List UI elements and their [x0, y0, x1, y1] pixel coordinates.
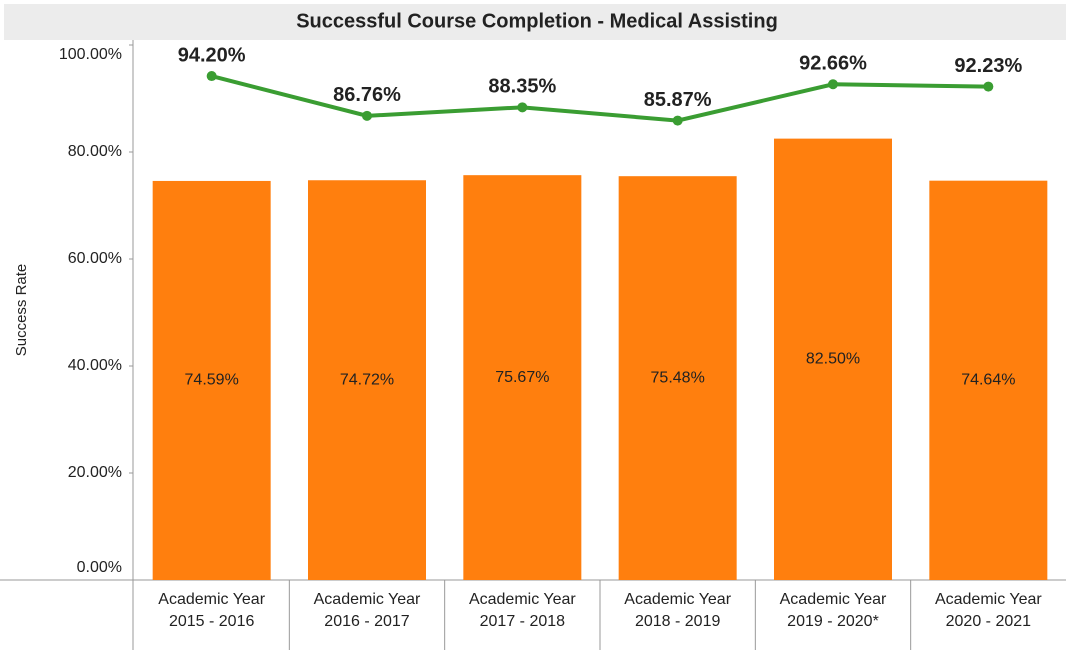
y-tick-label: 100.00% [59, 46, 122, 63]
bar [929, 180, 1048, 580]
x-tick-label: 2019 - 2020* [787, 613, 879, 630]
y-tick-label: 80.00% [68, 143, 122, 160]
bar [308, 180, 426, 581]
line-point [362, 110, 372, 121]
line-point [206, 71, 217, 82]
line [211, 74, 989, 123]
line-value-label: 92.23% [954, 55, 1022, 77]
x-tick-label: Academic Year [158, 591, 265, 608]
title-bar [4, 4, 1066, 40]
x-tick-label: 2017 - 2018 [480, 613, 566, 630]
line-point [672, 115, 683, 126]
x-tick-label: 2016 - 2017 [324, 613, 410, 630]
bar [463, 175, 582, 580]
bar-value-label: 74.64% [961, 372, 1015, 389]
x-tick-label: 2020 - 2021 [946, 613, 1032, 630]
x-tick-label: Academic Year [780, 591, 887, 608]
line-value-label: 94.20% [178, 44, 246, 66]
y-axis-label: Success Rate [13, 264, 30, 357]
bar [152, 180, 271, 581]
x-tick-label: Academic Year [624, 591, 731, 608]
bar-value-label: 74.72% [340, 371, 394, 388]
x-tick-label: Academic Year [314, 591, 421, 608]
x-tick-label: Academic Year [935, 591, 1042, 608]
chart-title: Successful Course Completion - Medical A… [296, 10, 778, 32]
x-tick-label: 2015 - 2016 [169, 613, 255, 630]
line-value-label: 88.35% [488, 76, 556, 98]
y-tick-label: 60.00% [68, 250, 122, 267]
y-tick-label: 20.00% [68, 464, 122, 481]
line-value-label: 85.87% [644, 89, 712, 111]
line-point [517, 102, 528, 113]
bar-value-label: 75.48% [651, 369, 705, 386]
line-value-label: 86.76% [333, 84, 401, 106]
line-point [828, 79, 838, 90]
bar-value-label: 82.50% [806, 351, 860, 368]
x-tick-label: Academic Year [469, 591, 576, 608]
bar [618, 176, 737, 580]
bar [774, 138, 892, 580]
line-point [983, 81, 994, 92]
y-tick-label: 40.00% [68, 357, 122, 374]
bar-value-label: 75.67% [495, 369, 549, 386]
y-tick-label: 0.00% [77, 559, 122, 576]
line-value-label: 92.66% [799, 53, 867, 75]
bar-value-label: 74.59% [185, 372, 239, 389]
x-tick-label: 2018 - 2019 [635, 613, 721, 630]
